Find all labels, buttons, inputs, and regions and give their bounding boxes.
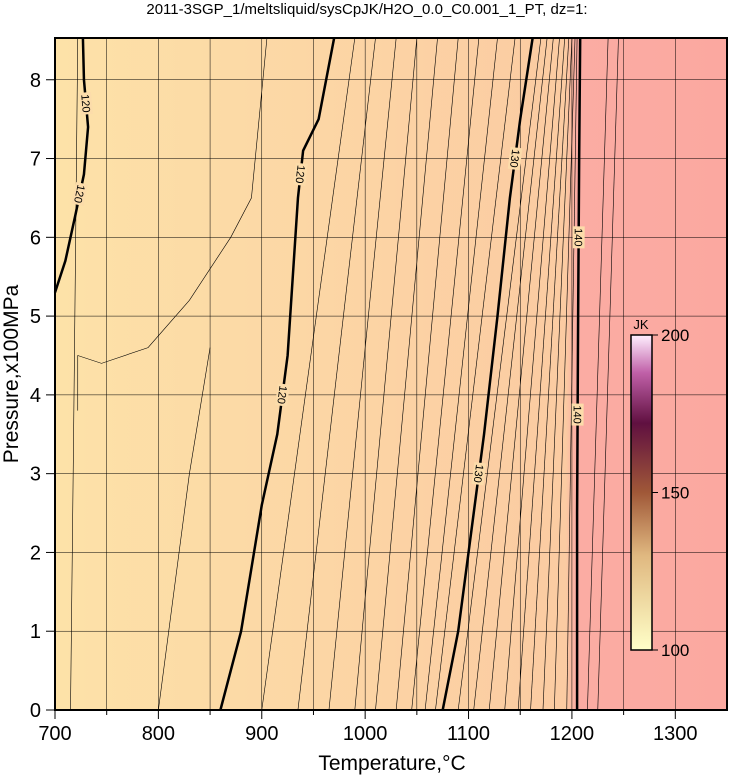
y-tick-label: 4: [30, 385, 41, 407]
x-axis-label: Temperature,°C: [318, 752, 465, 775]
minor-contour: [530, 37, 570, 711]
major-contour: [441, 37, 534, 711]
contour-label: 130: [471, 464, 485, 484]
contour-label: 120: [293, 164, 307, 184]
minor-contour: [424, 37, 498, 711]
y-tick-label: 1: [30, 621, 41, 643]
minor-contour: [395, 37, 459, 711]
minor-contour: [328, 37, 397, 711]
minor-contour: [473, 37, 548, 711]
colorbar-tick-label: 200: [661, 326, 689, 345]
contour-label: 140: [571, 405, 583, 423]
x-tick-label: 1200: [550, 723, 595, 745]
x-tick-label: 1000: [343, 723, 388, 745]
minor-contour: [587, 37, 609, 711]
contour-label: 130: [507, 149, 521, 169]
contour-label: 120: [71, 184, 87, 204]
contour-label-bg: [71, 181, 88, 206]
minor-contour: [542, 37, 573, 711]
minor-contour: [375, 37, 438, 711]
x-tick-label: 1300: [653, 723, 698, 745]
contour-label-bg: [293, 162, 308, 186]
y-axis-label: Pressure,x100MPa: [0, 284, 23, 463]
x-tick-label: 900: [245, 723, 278, 745]
minor-contour: [354, 37, 418, 711]
x-tick-label: 800: [142, 723, 175, 745]
minor-contour: [504, 37, 560, 711]
x-tick-label: 1100: [447, 723, 490, 745]
y-tick-label: 3: [30, 464, 41, 486]
y-tick-label: 2: [30, 542, 41, 564]
minor-contour: [77, 37, 268, 411]
plot-background: [55, 38, 727, 710]
y-tick-label: 8: [30, 70, 41, 92]
contour-label-bg: [471, 461, 487, 486]
contour-label: 120: [274, 385, 288, 405]
contour-label-bg: [572, 226, 585, 249]
minor-contour: [488, 37, 554, 711]
minor-contour: [517, 37, 565, 711]
colorbar-tick-label: 150: [661, 484, 689, 503]
minor-contour: [457, 37, 542, 711]
plot-frame: [54, 37, 728, 711]
major-contour: [219, 37, 336, 711]
minor-contour: [411, 37, 480, 711]
colorbar: [630, 334, 653, 651]
chart-title: 2011-3SGP_1/meltsliquid/sysCpJK/H2O_0.0_…: [146, 1, 587, 18]
contour-label-bg: [571, 403, 584, 426]
colorbar-tick-label: 100: [661, 641, 689, 660]
minor-contour: [70, 37, 79, 711]
y-tick-label: 5: [30, 306, 41, 328]
contour-label: 140: [572, 228, 584, 246]
contour-label-bg: [79, 91, 93, 115]
contour-label-bg: [275, 383, 290, 407]
y-tick-label: 6: [30, 227, 41, 249]
major-contour: [53, 37, 90, 293]
x-tick-label: 700: [38, 723, 71, 745]
minor-contour: [435, 37, 516, 711]
contour-label-bg: [507, 146, 523, 171]
minor-contour: [261, 37, 356, 711]
colorbar-label: JK: [633, 317, 649, 332]
contour-label: 120: [78, 94, 92, 113]
y-tick-label: 0: [30, 700, 41, 722]
minor-contour: [297, 37, 376, 711]
minor-contour: [554, 37, 576, 711]
minor-contour: [597, 37, 619, 711]
y-tick-label: 7: [30, 149, 41, 171]
major-contour: [575, 37, 582, 710]
minor-contour: [158, 347, 211, 711]
minor-contour: [566, 37, 578, 711]
